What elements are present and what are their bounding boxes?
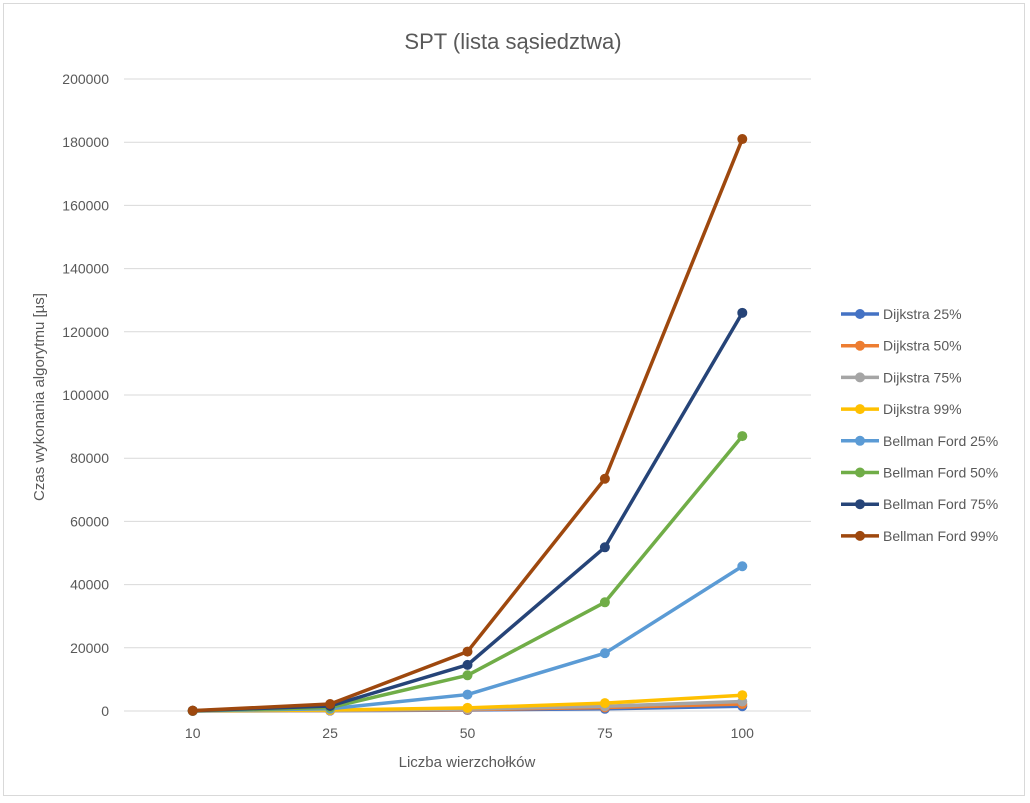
y-tick-label: 140000	[62, 261, 109, 277]
series-line	[190, 564, 745, 713]
chart-frame: SPT (lista sąsiedztwa) 0 20000 40000 60000 8…	[3, 3, 1025, 796]
legend-item: Bellman Ford 75%	[841, 496, 998, 512]
legend-label: Dijkstra 99%	[883, 401, 962, 417]
y-tick-label: 100000	[62, 387, 109, 403]
data-point	[599, 542, 610, 553]
data-point	[737, 690, 748, 701]
x-tick-label: 25	[322, 725, 338, 741]
legend-label: Bellman Ford 25%	[883, 433, 998, 449]
legend-item: Dijkstra 25%	[841, 306, 962, 322]
x-tick-label: 10	[185, 725, 201, 741]
gridlines	[124, 78, 811, 712]
legend-label: Dijkstra 25%	[883, 306, 962, 322]
legend-swatch-marker	[855, 309, 865, 319]
y-tick-label: 120000	[62, 324, 109, 340]
data-point	[462, 670, 473, 681]
data-point	[462, 659, 473, 670]
x-tick-label: 50	[460, 725, 476, 741]
line-chart: SPT (lista sąsiedztwa) 0 20000 40000 60000 8…	[31, 29, 998, 771]
legend-label: Dijkstra 50%	[883, 338, 962, 354]
legend-item: Dijkstra 50%	[841, 338, 962, 354]
y-tick-label: 60000	[70, 513, 109, 529]
legend-swatch-marker	[855, 530, 865, 541]
legend: Dijkstra 25% Dijkstra 50% Dijkstra 75% Dijk…	[841, 306, 998, 544]
y-tick-label: 180000	[62, 134, 109, 150]
legend-label: Bellman Ford 75%	[883, 496, 998, 512]
legend-swatch-marker	[855, 372, 865, 383]
x-tick-label: 75	[597, 725, 613, 741]
data-point	[599, 648, 610, 659]
legend-swatch-marker	[855, 404, 865, 415]
y-tick-label: 20000	[70, 640, 109, 656]
legend-label: Bellman Ford 50%	[883, 465, 998, 481]
y-axis-title: Czas wykonania algorytmu [µs]	[31, 293, 48, 501]
data-point	[187, 705, 198, 716]
data-point	[462, 646, 473, 657]
x-axis-title: Liczba wierzchołków	[399, 754, 536, 771]
data-point	[599, 473, 610, 484]
y-tick-label: 0	[101, 703, 109, 719]
data-point	[737, 134, 748, 145]
legend-item: Bellman Ford 50%	[841, 465, 998, 481]
chart-title: SPT (lista sąsiedztwa)	[404, 29, 621, 54]
data-point	[325, 699, 336, 710]
legend-item: Dijkstra 99%	[841, 401, 962, 417]
legend-label: Dijkstra 75%	[883, 369, 962, 385]
data-point	[737, 431, 748, 442]
x-tick-label: 100	[731, 725, 755, 741]
y-axis-tick-labels: 0 20000 40000 60000 80000 100000 120000 140000 1…	[62, 71, 109, 719]
legend-item: Bellman Ford 99%	[841, 528, 998, 544]
data-point	[599, 698, 610, 709]
data-point	[599, 597, 610, 608]
data-point	[737, 307, 748, 318]
x-axis-tick-labels: 10 25 50 75 100	[185, 725, 754, 741]
data-point	[462, 702, 473, 713]
legend-swatch-marker	[855, 467, 865, 478]
legend-swatch-marker	[855, 340, 865, 351]
y-tick-label: 40000	[70, 577, 109, 593]
series-line	[190, 137, 745, 713]
legend-label: Bellman Ford 99%	[883, 528, 998, 544]
y-tick-label: 200000	[62, 71, 109, 87]
legend-item: Dijkstra 75%	[841, 369, 962, 385]
legend-swatch-marker	[855, 499, 865, 510]
y-tick-label: 80000	[70, 450, 109, 466]
legend-swatch-marker	[855, 435, 865, 446]
series-lines	[187, 134, 748, 716]
series-bellman-ford-50-	[187, 431, 748, 716]
data-point	[737, 561, 748, 572]
legend-item: Bellman Ford 25%	[841, 433, 998, 449]
series-bellman-ford-99-	[187, 134, 748, 716]
y-tick-label: 160000	[62, 197, 109, 213]
data-point	[462, 689, 473, 700]
